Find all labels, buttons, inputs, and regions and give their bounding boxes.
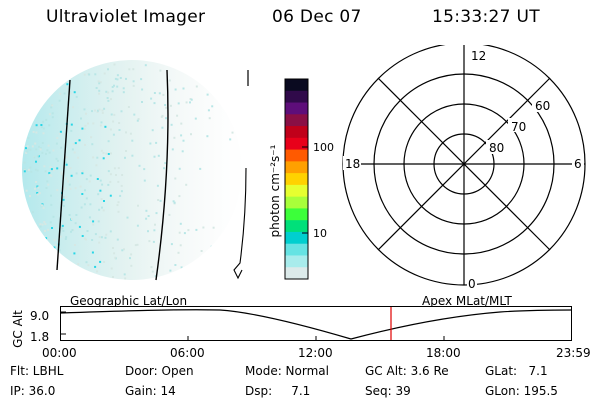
meridian-line bbox=[155, 69, 169, 281]
geographic-image bbox=[22, 60, 249, 281]
dsp-info: Dsp: 7.1 bbox=[245, 384, 311, 398]
uv-speckle bbox=[23, 63, 234, 280]
geographic-label: Geographic Lat/Lon bbox=[70, 294, 188, 308]
color-scale-bar bbox=[284, 78, 309, 280]
mlt-label-18: 18 bbox=[345, 157, 360, 171]
mlt-label-6: 6 bbox=[574, 157, 582, 171]
door-info: Door: Open bbox=[125, 364, 194, 378]
time-tick-label: 18:00 bbox=[426, 346, 461, 360]
lat-label-70: 70 bbox=[511, 120, 526, 134]
alt-tick-label: 1.8 bbox=[30, 330, 50, 344]
polar-diagonal bbox=[377, 77, 551, 251]
date-label: 06 Dec 07 bbox=[272, 7, 362, 27]
color-scale-stripes bbox=[285, 79, 308, 280]
colorbar-tick-label: 10 bbox=[313, 227, 327, 240]
meridian-line bbox=[56, 79, 71, 271]
glon-info: GLon: 195.5 bbox=[485, 384, 558, 398]
time-label: 15:33:27 UT bbox=[432, 7, 540, 27]
lat-label-60: 60 bbox=[535, 99, 550, 113]
alt-axis-label: GC Alt bbox=[11, 310, 25, 348]
alt-tick-label: 9.0 bbox=[30, 309, 50, 323]
gain-info: Gain: 14 bbox=[125, 384, 176, 398]
glat-info: GLat: 7.1 bbox=[485, 364, 548, 378]
instrument-title: Ultraviolet Imager bbox=[46, 7, 206, 27]
altitude-time-plot bbox=[60, 306, 572, 341]
mode-info: Mode: Normal bbox=[245, 364, 329, 378]
colorbar-unit-label: photon cm⁻²s⁻¹ bbox=[268, 144, 282, 238]
apex-label: Apex MLat/MLT bbox=[422, 294, 512, 308]
filter-info: Flt: LBHL bbox=[10, 364, 64, 378]
lat-label-80: 80 bbox=[489, 141, 504, 155]
time-tick-label: 06:00 bbox=[170, 346, 205, 360]
mlt-label-0: 0 bbox=[468, 277, 476, 291]
altitude-curve bbox=[60, 309, 572, 340]
time-tick-label: 12:00 bbox=[298, 346, 333, 360]
gc-alt-info: GC Alt: 3.6 Re bbox=[365, 364, 449, 378]
mlt-label-12: 12 bbox=[471, 49, 486, 63]
time-tick-label: 23:59 bbox=[556, 346, 591, 360]
seq-info: Seq: 39 bbox=[365, 384, 411, 398]
uv-disk bbox=[22, 60, 242, 280]
coastline-outline bbox=[233, 167, 247, 280]
polar-plot: 12 18 6 0 60 70 80 bbox=[342, 45, 586, 291]
colorbar-tick-label: 100 bbox=[313, 141, 334, 154]
time-tick-label: 00:00 bbox=[42, 346, 77, 360]
ip-info: IP: 36.0 bbox=[10, 384, 56, 398]
